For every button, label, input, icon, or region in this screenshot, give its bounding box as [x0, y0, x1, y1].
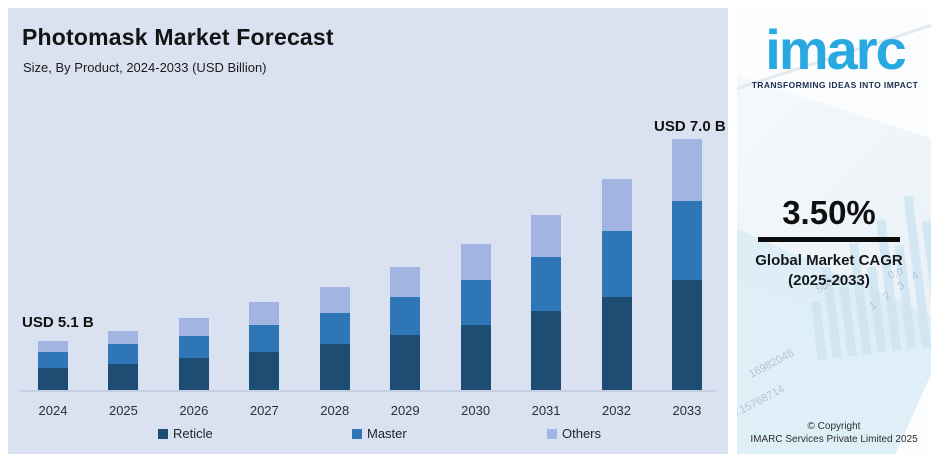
- legend-swatch-icon: [158, 428, 168, 439]
- bar-2029: [390, 267, 421, 391]
- bar-segment-master: [390, 297, 421, 335]
- cagr-label-line2: (2025-2033): [788, 272, 870, 289]
- cagr-underline: [758, 237, 900, 242]
- imarc-logo: imarc TRANSFORMING IDEAS INTO IMPACT: [745, 18, 925, 91]
- legend-item-others: Others: [547, 426, 601, 441]
- legend-swatch-icon: [547, 428, 557, 439]
- x-axis-label-2028: 2028: [320, 403, 350, 418]
- bar-segment-reticle: [249, 352, 280, 391]
- bar-segment-reticle: [601, 297, 632, 391]
- branding-panel: 0.0 1 2 3 4 500.0 16982048 0.15768714 imarc …: [737, 8, 931, 454]
- bar-segment-others: [178, 318, 209, 336]
- bar-segment-others: [38, 341, 68, 352]
- bar-segment-others: [108, 331, 139, 344]
- cagr-label-line1: Global Market CAGR: [755, 252, 903, 269]
- x-axis-label-2025: 2025: [108, 403, 138, 418]
- chart-subtitle: Size, By Product, 2024-2033 (USD Billion…: [23, 60, 267, 75]
- bar-segment-master: [319, 313, 350, 344]
- x-axis-label-2033: 2033: [672, 403, 702, 418]
- bar-2030: [460, 244, 491, 391]
- bar-segment-others: [531, 215, 562, 257]
- cagr-value: 3.50%: [782, 194, 876, 231]
- bar-2032: [601, 179, 632, 391]
- copyright-line2: IMARC Services Private Limited 2025: [750, 434, 918, 445]
- legend-swatch-icon: [352, 428, 362, 439]
- imarc-logo-text: imarc: [765, 18, 906, 81]
- bar-segment-others: [319, 287, 350, 313]
- bar-segment-master: [178, 336, 209, 358]
- bar-segment-reticle: [178, 358, 209, 391]
- x-axis-label-2030: 2030: [461, 403, 491, 418]
- bar-segment-others: [601, 179, 632, 231]
- bar-segment-reticle: [38, 368, 68, 391]
- bar-segment-others: [671, 139, 702, 201]
- legend-item-master: Master: [352, 426, 407, 441]
- copyright: © Copyright IMARC Services Private Limit…: [737, 420, 931, 446]
- bar-segment-master: [601, 231, 632, 297]
- x-axis-label-2032: 2032: [602, 403, 631, 418]
- x-axis-labels: 2024 2025 2026 2027 2028 2029 2030 2031 2032 2033: [38, 403, 702, 418]
- bar-segment-reticle: [671, 280, 702, 391]
- bars: [38, 71, 702, 391]
- bar-2031: [531, 215, 562, 391]
- bar-segment-reticle: [390, 335, 421, 391]
- bar-2027: [249, 302, 280, 391]
- x-axis-label-2024: 2024: [38, 403, 68, 418]
- bar-2024: [38, 341, 68, 391]
- bar-segment-master: [108, 344, 139, 364]
- cagr-block: 3.50% Global Market CAGR (2025-2033): [737, 194, 921, 291]
- bar-segment-master: [249, 325, 280, 352]
- data-label-2024: USD 5.1 B: [22, 314, 94, 331]
- bar-segment-master: [460, 280, 491, 325]
- x-axis-label-2027: 2027: [249, 403, 279, 418]
- x-axis-label-2031: 2031: [531, 403, 561, 418]
- bar-segment-reticle: [319, 344, 350, 391]
- bar-segment-master: [38, 352, 68, 368]
- x-axis-line: [20, 390, 716, 392]
- imarc-logo-tagline: TRANSFORMING IDEAS INTO IMPACT: [751, 80, 919, 90]
- bar-segment-reticle: [531, 311, 562, 391]
- bar-2028: [319, 287, 350, 391]
- legend-label: Master: [367, 426, 407, 441]
- legend-label: Others: [562, 426, 602, 441]
- bar-segment-master: [671, 201, 702, 280]
- copyright-line1: © Copyright: [807, 421, 861, 432]
- bar-2025: [108, 331, 139, 391]
- bar-segment-others: [249, 302, 280, 325]
- chart-panel: Photomask Market Forecast Size, By Produ…: [8, 8, 728, 454]
- data-label-2033: USD 7.0 B: [654, 118, 726, 135]
- legend-label: Reticle: [173, 426, 213, 441]
- x-axis-label-2026: 2026: [179, 403, 209, 418]
- bar-segment-master: [531, 257, 562, 311]
- bar-2033: [671, 139, 702, 391]
- bar-2026: [178, 318, 209, 391]
- bar-segment-reticle: [108, 364, 139, 391]
- bar-segment-reticle: [460, 325, 491, 391]
- bar-segment-others: [460, 244, 491, 280]
- bar-segment-others: [390, 267, 421, 297]
- x-axis-label-2029: 2029: [390, 403, 420, 418]
- chart-title: Photomask Market Forecast: [22, 24, 334, 50]
- legend-item-reticle: Reticle: [158, 426, 213, 441]
